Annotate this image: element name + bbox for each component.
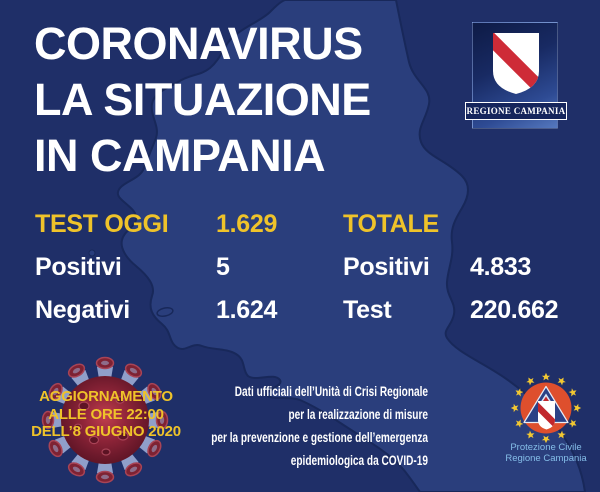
region-shield-icon	[493, 33, 539, 94]
civil-protection-logo-caption: Protezione Civile Regione Campania	[494, 442, 598, 464]
stat-today-header-label: TEST OGGI	[35, 210, 169, 238]
stat-today-negativi-label: Negativi	[35, 296, 130, 324]
footer-note-line-4: epidemiologica da COVID-19	[290, 452, 428, 468]
stat-total-header-label: TOTALE	[343, 210, 439, 238]
regione-campania-logo: REGIONE CAMPANIA	[465, 22, 567, 129]
civil-protection-caption-line-1: Protezione Civile	[510, 442, 582, 453]
update-badge-line-2: ALLE ORE 22:00	[48, 405, 164, 423]
stat-today-positivi-label: Positivi	[35, 253, 122, 281]
stat-today-negativi-value: 1.624	[216, 296, 278, 324]
update-badge: AGGIORNAMENTO ALLE ORE 22:00 DELL’8 GIUG…	[17, 388, 195, 441]
stat-total-positivi-label: Positivi	[343, 253, 430, 281]
update-badge-line-1: AGGIORNAMENTO	[39, 388, 173, 405]
update-badge-line-3: DELL’8 GIUGNO 2020	[31, 423, 181, 440]
footer-note-line-2: per la realizzazione di misure	[288, 406, 429, 422]
page-title-line-3: IN CAMPANIA	[34, 130, 326, 181]
stat-today-positivi-value: 5	[216, 253, 230, 281]
footer-note: Dati ufficiali dell’Unità di Crisi Regio…	[169, 380, 428, 472]
civil-protection-logo-icon	[510, 373, 582, 443]
footer-note-line-3: per la prevenzione e gestione dell’emerg…	[211, 429, 428, 445]
stat-total-positivi-value: 4.833	[470, 253, 532, 281]
civil-protection-caption-line-2: Regione Campania	[505, 452, 587, 464]
stat-total-test-value: 220.662	[470, 296, 559, 324]
stat-total-test-label: Test	[343, 296, 392, 324]
footer-note-line-1: Dati ufficiali dell’Unità di Crisi Regio…	[234, 383, 428, 399]
page-title-line-1: CORONAVIRUS	[34, 18, 363, 69]
stat-today-header-value: 1.629	[216, 210, 278, 238]
virus-icon	[41, 356, 169, 484]
page-title-line-2: LA SITUAZIONE	[34, 74, 371, 125]
region-logo-caption: REGIONE CAMPANIA	[465, 102, 567, 120]
